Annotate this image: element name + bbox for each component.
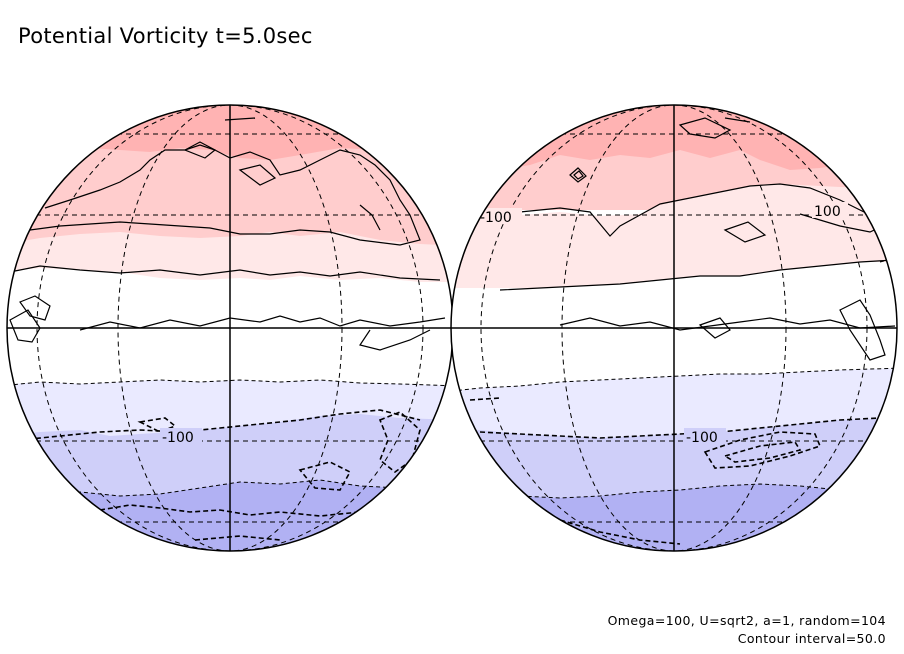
right-contours-dashed — [469, 397, 881, 545]
figure-title: Potential Vorticity t=5.0sec — [18, 24, 313, 48]
right-hemisphere: 100 -100 -100 — [451, 105, 897, 551]
right-contour-label-south: -100 — [686, 430, 718, 446]
right-contour-label-north-west: -100 — [480, 210, 512, 226]
parameters-line: Omega=100, U=sqrt2, a=1, random=104 — [607, 613, 886, 628]
left-contours-solid — [9, 117, 446, 351]
right-label-bg-1 — [812, 202, 848, 218]
left-contours-dashed — [19, 409, 421, 541]
contour-interval-line: Contour interval=50.0 — [737, 631, 886, 646]
left-label-bg — [160, 428, 202, 444]
right-globe-outline — [450, 104, 898, 552]
left-contour-label: -100 — [162, 430, 194, 446]
right-label-bg-3 — [684, 428, 726, 444]
left-hemisphere: -100 — [7, 105, 453, 551]
right-contour-label-north: 100 — [814, 204, 841, 220]
right-contours-solid — [479, 117, 896, 361]
parameters-caption: Omega=100, U=sqrt2, a=1, random=104 Cont… — [608, 612, 886, 648]
right-label-bg-2 — [480, 208, 522, 224]
